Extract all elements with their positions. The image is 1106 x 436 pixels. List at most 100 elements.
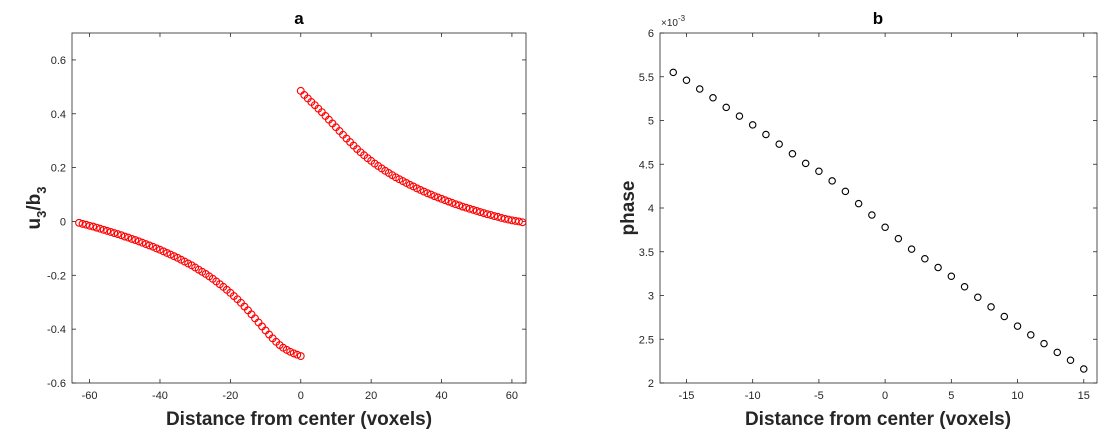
data-point [828, 177, 836, 185]
plot-b-points [669, 68, 1088, 373]
data-point [106, 228, 115, 236]
data-point [472, 207, 481, 215]
data-point [120, 232, 129, 241]
data-point [476, 208, 485, 216]
x-tick-label: -5 [814, 390, 824, 402]
data-point [134, 237, 143, 246]
x-tick-label: -15 [679, 390, 695, 402]
data-point [490, 212, 499, 221]
data-point [458, 202, 467, 211]
plot-b-ticks: -15 -10 -5 0 5 10 15 2 2.5 3 3.5 4 4.5 5 5.5 6 [639, 28, 1097, 402]
data-point [497, 214, 506, 222]
data-point [441, 196, 450, 205]
x-tick-label: 10 [1011, 390, 1023, 402]
data-point [110, 229, 119, 237]
data-point [788, 150, 797, 158]
plot-a-ylabel-mid: /b [24, 194, 45, 211]
x-tick-label: 40 [435, 390, 447, 402]
data-point [1080, 365, 1088, 373]
data-point [868, 211, 876, 219]
data-point [479, 209, 488, 218]
plot-b-multiplier-exp: -3 [678, 14, 686, 23]
data-point [131, 236, 140, 244]
plot-b-xlabel: Distance from center (voxels) [745, 409, 1011, 430]
x-tick-label: 60 [506, 390, 518, 402]
data-point [117, 231, 126, 240]
plot-a-ylabel: u3/b3 [24, 187, 49, 230]
data-point [518, 218, 527, 227]
data-point [1066, 356, 1075, 364]
data-point [113, 230, 122, 239]
plot-b-title: b [873, 9, 883, 28]
data-point [124, 233, 133, 242]
data-point [296, 352, 305, 361]
plot-a-ticks: -60 -40 -20 0 20 40 60 -0.6 -0.4 -0.2 0 0.2 0.4 0.6 [47, 33, 526, 402]
data-point [762, 130, 770, 139]
y-tick-label: 5 [648, 116, 654, 128]
data-point [907, 245, 916, 253]
data-point [92, 223, 101, 232]
data-point [1013, 322, 1022, 330]
data-point [500, 214, 509, 223]
plot-a-ylabel-sub2: 3 [34, 187, 49, 194]
data-point [437, 194, 446, 203]
data-point [987, 303, 995, 311]
data-point [462, 203, 471, 212]
data-point [669, 68, 677, 77]
data-point [801, 159, 810, 168]
data-point [921, 255, 929, 263]
x-tick-label: -40 [152, 390, 168, 402]
data-point [709, 94, 717, 102]
plot-a-frame [71, 32, 527, 384]
x-tick-label: 0 [298, 390, 304, 402]
y-tick-label: 0.6 [51, 55, 66, 67]
data-point [881, 223, 889, 232]
data-point [75, 218, 83, 227]
data-point [1000, 312, 1009, 321]
data-point [96, 224, 105, 233]
plot-a-xlabel: Distance from center (voxels) [166, 409, 432, 430]
data-point [695, 85, 704, 93]
data-point [434, 193, 442, 202]
data-point [444, 197, 453, 206]
data-point [735, 112, 744, 120]
data-point [465, 204, 474, 213]
data-point [455, 201, 464, 210]
y-tick-label: -0.6 [47, 378, 66, 390]
x-tick-label: 5 [948, 390, 954, 402]
data-point [1027, 331, 1035, 339]
data-point [469, 205, 478, 214]
plot-b-multiplier-base: ×10 [661, 18, 678, 29]
data-point [841, 187, 850, 196]
data-point [293, 350, 302, 359]
plot-a-ylabel-sub1: 3 [34, 211, 49, 218]
data-point [127, 235, 136, 243]
x-tick-label: 20 [365, 390, 377, 402]
data-point [103, 226, 112, 235]
data-point [815, 167, 823, 176]
data-point [894, 234, 903, 243]
x-tick-label: -20 [222, 390, 238, 402]
data-point [138, 238, 147, 247]
plot-a-title: a [294, 9, 304, 28]
data-point [145, 241, 154, 250]
data-point [430, 192, 439, 201]
data-point [947, 272, 956, 280]
data-point [289, 349, 298, 358]
y-tick-label: 4 [648, 203, 654, 215]
x-tick-label: 0 [882, 390, 888, 402]
data-point [99, 225, 108, 234]
data-point [152, 244, 161, 253]
data-point [748, 121, 757, 129]
data-point [141, 240, 150, 249]
data-point [486, 211, 495, 219]
y-tick-label: 5.5 [639, 72, 654, 84]
y-tick-label: 4.5 [639, 159, 654, 171]
panel-a: -60 -40 -20 0 20 40 60 -0.6 -0.4 -0.2 0 0.2 0.4 0.6 a… [24, 9, 527, 430]
data-point [451, 200, 460, 209]
data-point [934, 263, 942, 272]
y-tick-label: 0 [60, 216, 66, 228]
y-tick-label: 0.4 [51, 109, 66, 121]
x-tick-label: 15 [1078, 390, 1090, 402]
